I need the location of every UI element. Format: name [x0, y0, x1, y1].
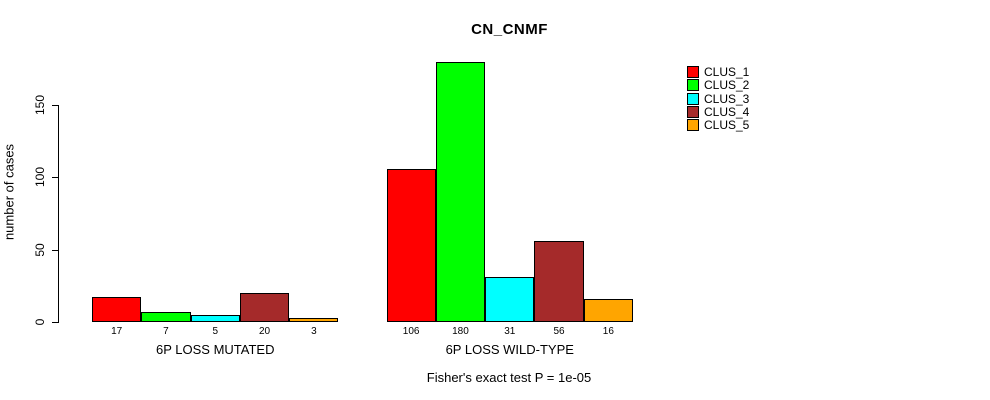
bar-clus_1-group2 — [386, 168, 436, 322]
y-tick-label: 0 — [33, 318, 47, 326]
bar-clus_4-group2 — [534, 240, 584, 322]
legend-row: CLUS_3 — [687, 91, 750, 106]
y-tick-mark — [52, 105, 59, 106]
legend-row: CLUS_5 — [687, 118, 750, 133]
y-tick-label: 50 — [33, 242, 47, 257]
legend-swatch-clus_2 — [687, 79, 699, 92]
bar-value-label: 20 — [258, 326, 271, 337]
bar-clus_2-group1 — [141, 311, 191, 322]
bar-clus_1-group1 — [92, 297, 142, 322]
legend-row: CLUS_4 — [687, 104, 750, 119]
bar-clus_3-group1 — [190, 314, 240, 322]
legend-label: CLUS_5 — [704, 118, 750, 133]
category-label: 6P LOSS MUTATED — [156, 342, 275, 357]
legend-label: CLUS_1 — [704, 65, 750, 79]
bar-clus_5-group2 — [583, 298, 633, 322]
category-label: 6P LOSS WILD-TYPE — [445, 342, 574, 357]
y-tick-label: 100 — [33, 167, 47, 188]
bar-value-label: 180 — [452, 326, 469, 337]
y-tick-mark — [52, 177, 59, 179]
bar-value-label: 7 — [163, 326, 169, 337]
bar-value-label: 5 — [212, 326, 219, 337]
legend-label: CLUS_3 — [704, 91, 750, 106]
bar-value-label: 16 — [602, 326, 614, 337]
bar-clus_2-group2 — [435, 61, 486, 322]
y-axis-line — [58, 105, 59, 323]
y-tick-label: 150 — [33, 94, 47, 116]
y-tick-mark — [52, 249, 59, 251]
y-axis-label: number of cases — [1, 143, 17, 241]
legend-label: CLUS_2 — [704, 78, 750, 93]
legend-swatch-clus_4 — [687, 105, 699, 118]
bar-value-label: 106 — [402, 326, 420, 337]
legend-swatch-clus_3 — [687, 92, 699, 105]
bar-value-label: 17 — [111, 326, 123, 337]
legend: CLUS_1 CLUS_2 CLUS_3 CLUS_4 CLUS_5 — [687, 66, 749, 132]
legend-row: CLUS_2 — [687, 78, 750, 93]
legend-label: CLUS_4 — [704, 104, 750, 119]
bar-clus_5-group1 — [289, 317, 339, 322]
bar-value-label: 31 — [504, 326, 516, 337]
bar-clus_4-group1 — [239, 293, 290, 322]
legend-swatch-clus_1 — [687, 66, 699, 78]
bar-value-label: 3 — [311, 326, 317, 337]
chart-title: CN_CNMF — [471, 21, 548, 38]
bar-clus_3-group2 — [485, 277, 535, 322]
legend-row: CLUS_1 — [687, 66, 749, 78]
legend-swatch-clus_5 — [687, 119, 699, 132]
bar-value-label: 56 — [553, 326, 565, 337]
y-tick-mark — [52, 322, 59, 323]
annotation-text: Fisher's exact test P = 1e-05 — [426, 370, 592, 385]
